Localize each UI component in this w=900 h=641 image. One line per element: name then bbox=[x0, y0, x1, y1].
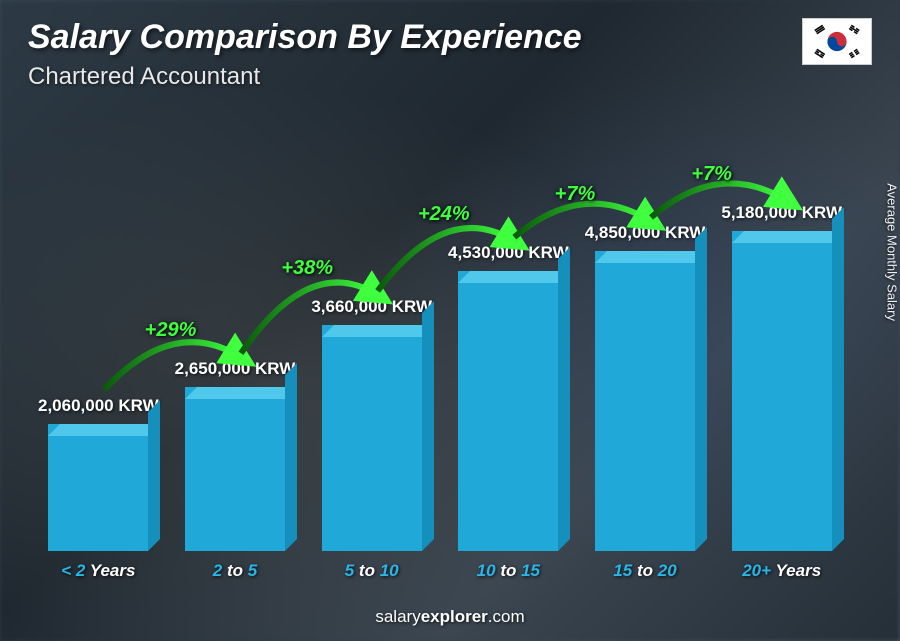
bar bbox=[48, 424, 148, 551]
bar-side-face bbox=[422, 301, 434, 551]
footer-prefix: salary bbox=[375, 607, 420, 626]
bars-container: 2,060,000 KRW 2,650,000 KRW 3,660,000 KRW 4… bbox=[30, 171, 850, 551]
bar-value-label: 2,650,000 KRW bbox=[175, 359, 296, 379]
footer-bold: explorer bbox=[421, 607, 488, 626]
bar-top-face bbox=[732, 231, 844, 243]
bar-top-face bbox=[458, 271, 570, 283]
header: Salary Comparison By Experience Chartere… bbox=[28, 18, 872, 91]
increase-label: +7% bbox=[555, 183, 596, 206]
bar bbox=[322, 325, 422, 551]
bar-group: 2,650,000 KRW bbox=[167, 359, 304, 551]
bar-group: 4,850,000 KRW bbox=[577, 223, 714, 551]
bar-value-label: 2,060,000 KRW bbox=[38, 396, 159, 416]
increase-label: +29% bbox=[145, 319, 197, 342]
bar-group: 4,530,000 KRW bbox=[440, 243, 577, 551]
bar-top-face bbox=[595, 251, 707, 263]
bar bbox=[732, 231, 832, 551]
bar-top-face bbox=[322, 325, 434, 337]
bar bbox=[595, 251, 695, 551]
bar-value-label: 4,850,000 KRW bbox=[585, 223, 706, 243]
bar-group: 5,180,000 KRW bbox=[713, 203, 850, 551]
x-axis-label: 5 to 10 bbox=[303, 561, 440, 581]
bar-value-label: 4,530,000 KRW bbox=[448, 243, 569, 263]
salary-chart: 2,060,000 KRW 2,650,000 KRW 3,660,000 KRW 4… bbox=[30, 130, 850, 581]
x-axis-label: < 2 Years bbox=[30, 561, 167, 581]
bar-group: 2,060,000 KRW bbox=[30, 396, 167, 551]
bar bbox=[185, 387, 285, 551]
y-axis-label: Average Monthly Salary bbox=[885, 183, 900, 321]
x-labels-container: < 2 Years2 to 55 to 1010 to 1515 to 2020… bbox=[30, 561, 850, 581]
footer-suffix: .com bbox=[488, 607, 525, 626]
x-axis-label: 15 to 20 bbox=[577, 561, 714, 581]
footer-attribution: salaryexplorer.com bbox=[0, 607, 900, 627]
increase-label: +24% bbox=[418, 203, 470, 226]
bar-value-label: 5,180,000 KRW bbox=[721, 203, 842, 223]
country-flag-icon bbox=[802, 18, 872, 65]
bar-side-face bbox=[832, 207, 844, 551]
x-axis-label: 10 to 15 bbox=[440, 561, 577, 581]
bar-side-face bbox=[148, 400, 160, 551]
bar-value-label: 3,660,000 KRW bbox=[311, 297, 432, 317]
page-title: Salary Comparison By Experience bbox=[28, 18, 872, 57]
bar bbox=[458, 271, 558, 551]
increase-label: +7% bbox=[691, 163, 732, 186]
bar-group: 3,660,000 KRW bbox=[303, 297, 440, 551]
x-axis-label: 2 to 5 bbox=[167, 561, 304, 581]
page-subtitle: Chartered Accountant bbox=[28, 63, 872, 91]
bar-top-face bbox=[185, 387, 297, 399]
bar-side-face bbox=[285, 363, 297, 551]
increase-label: +38% bbox=[281, 257, 333, 280]
bar-side-face bbox=[558, 247, 570, 551]
bar-top-face bbox=[48, 424, 160, 436]
bar-side-face bbox=[695, 227, 707, 551]
x-axis-label: 20+ Years bbox=[713, 561, 850, 581]
